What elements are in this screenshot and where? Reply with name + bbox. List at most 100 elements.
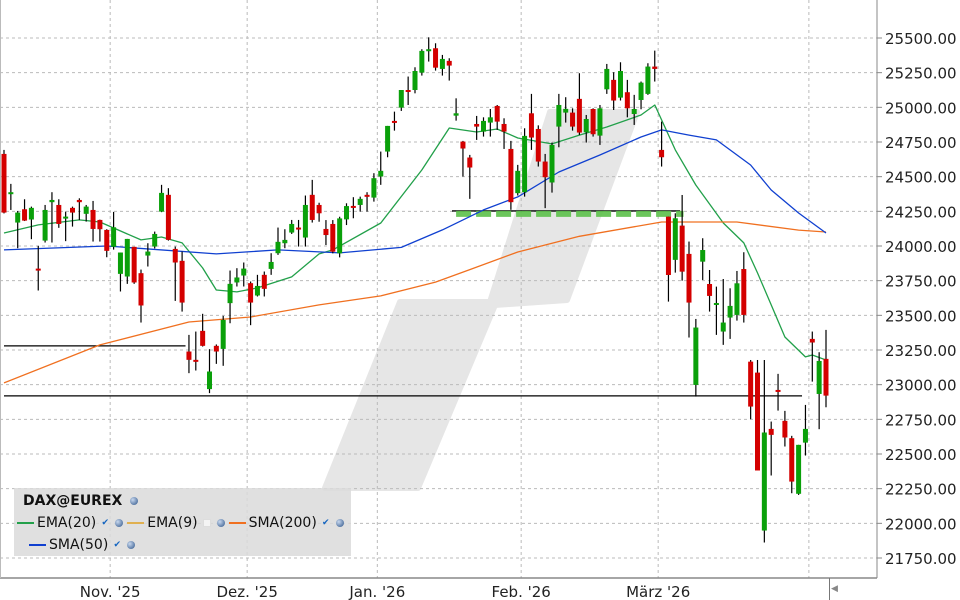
x-tick-label: Nov. '25 [80, 583, 141, 600]
candle-body [419, 50, 425, 73]
candle-down [391, 111, 397, 131]
candle-body [28, 207, 34, 220]
candle-up [289, 219, 295, 234]
candle-body [131, 246, 137, 283]
candle-body [186, 351, 192, 360]
candle-up [426, 37, 432, 62]
candle-body [63, 216, 69, 219]
candle-down [501, 118, 507, 149]
candle-down [364, 192, 370, 212]
candle-up [700, 238, 706, 280]
x-tick-label: März '26 [626, 583, 690, 600]
y-tick-label: 23250.00 [885, 342, 957, 360]
candle-body [761, 432, 767, 531]
candle-body [494, 105, 500, 122]
candle-body [76, 199, 82, 203]
candle-body [501, 123, 507, 132]
candle-body [207, 371, 212, 390]
candle-up [522, 128, 528, 197]
candle-up [49, 192, 55, 243]
candle-body [268, 261, 274, 269]
y-tick-label: 22250.00 [885, 481, 957, 499]
globe-icon[interactable] [115, 519, 124, 527]
ema9-checkbox[interactable] [202, 519, 211, 527]
globe-icon[interactable] [127, 541, 136, 549]
candle-down [90, 200, 96, 242]
candle-body [49, 199, 55, 203]
candle-down [611, 72, 617, 110]
candle-body [330, 223, 336, 252]
candle-body [405, 90, 411, 92]
candle-down [775, 373, 781, 411]
globe-icon[interactable] [216, 519, 225, 527]
candle-body [378, 170, 384, 177]
candle-body [90, 209, 96, 229]
candle-up [481, 117, 486, 137]
candle-up [761, 359, 767, 543]
candle-body [693, 327, 699, 385]
candle-up [727, 288, 733, 339]
candle-body [248, 283, 254, 303]
candle-body [15, 212, 21, 223]
candle-up [631, 94, 637, 125]
legend-title: DAX@EUREX [23, 493, 141, 509]
candle-down [590, 108, 596, 137]
candle-body [467, 157, 473, 168]
candle-up [618, 62, 623, 101]
globe-icon[interactable] [335, 519, 344, 527]
ema20-checkbox[interactable]: ✔ [101, 518, 110, 528]
candle-body [604, 68, 610, 90]
candle-up [439, 54, 445, 76]
sma200-swatch [228, 522, 246, 524]
scroll-handle[interactable] [829, 578, 830, 600]
candle-up [302, 195, 308, 247]
candle-body [1, 153, 7, 213]
candle-down [748, 359, 754, 420]
candle-down [131, 246, 137, 284]
candle-up [515, 164, 521, 196]
candle-body [275, 241, 281, 254]
candle-body [412, 71, 418, 90]
candle-body [638, 82, 644, 100]
candle-down [576, 73, 582, 135]
globe-icon[interactable] [130, 497, 139, 505]
candle-body [289, 223, 295, 233]
candle-up [734, 270, 740, 321]
candle-down [433, 43, 439, 71]
candle-up [124, 238, 130, 284]
candle-body [659, 149, 665, 158]
candle-down [467, 154, 473, 199]
candle-body [597, 108, 603, 136]
scroll-left-arrow-icon[interactable]: ◀ [831, 584, 838, 594]
candle-body [261, 274, 267, 289]
candle-body [515, 170, 521, 194]
candle-up [385, 125, 391, 158]
candle-body [344, 206, 349, 220]
sma200-checkbox[interactable]: ✔ [322, 518, 330, 528]
candle-down [542, 153, 548, 209]
candle-body [700, 250, 706, 262]
candle-down [789, 435, 795, 494]
candle-up [241, 262, 247, 287]
candle-body [234, 277, 240, 283]
candle-down [172, 246, 178, 301]
candle-down [823, 329, 829, 408]
y-tick-label: 24250.00 [885, 203, 957, 221]
candle-down [405, 76, 411, 105]
candle-down [494, 104, 500, 130]
candle-down [330, 220, 336, 254]
ema20-swatch [17, 522, 34, 524]
candle-up [796, 444, 802, 495]
candle-body [165, 194, 171, 240]
candle-up [645, 63, 651, 95]
candle-body [35, 268, 41, 271]
candle-body [522, 135, 528, 193]
candle-body [426, 49, 432, 52]
y-tick-label: 25000.00 [885, 99, 957, 117]
sma50-checkbox[interactable]: ✔ [113, 540, 122, 550]
candle-body [755, 372, 760, 471]
y-tick-label: 21750.00 [885, 550, 957, 568]
candle-down [76, 198, 82, 220]
candle-body [152, 233, 158, 247]
